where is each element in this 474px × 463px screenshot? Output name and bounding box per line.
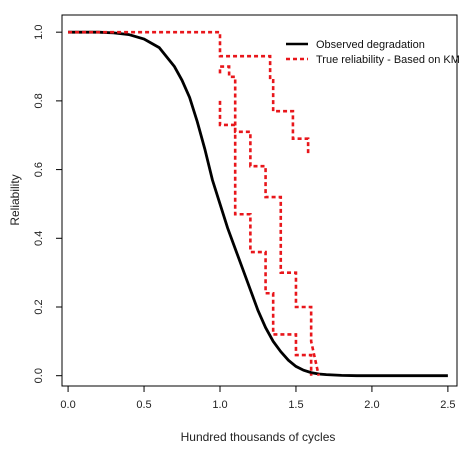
- y-tick-label: 0.2: [33, 299, 45, 314]
- y-axis-title: Reliability: [8, 174, 22, 225]
- x-tick-label: 0.5: [136, 399, 151, 411]
- y-axis: 0.0 0.2 0.4 0.6 0.8 1.0: [33, 25, 62, 383]
- x-tick-label: 1.5: [288, 399, 303, 411]
- x-tick-label: 2.5: [440, 399, 455, 411]
- y-tick-label: 0.8: [33, 93, 45, 108]
- y-tick-label: 0.4: [33, 231, 45, 246]
- x-tick-label: 2.0: [364, 399, 379, 411]
- y-tick-label: 0.6: [33, 162, 45, 177]
- km-reliability-line-1: [68, 30, 310, 156]
- legend: Observed degradation True reliability - …: [286, 39, 460, 66]
- legend-label-km: True reliability - Based on KM: [316, 54, 460, 66]
- y-tick-label: 0.0: [33, 368, 45, 383]
- x-tick-label: 0.0: [60, 399, 75, 411]
- km-reliability-line-3: [218, 100, 313, 376]
- observed-degradation-line: [68, 30, 448, 378]
- x-axis: 0.0 0.5 1.0 1.5 2.0 2.5: [60, 386, 456, 411]
- legend-label-observed: Observed degradation: [316, 39, 425, 51]
- series-layer: [68, 30, 448, 378]
- km-reliability-line-2: [218, 65, 321, 376]
- x-axis-title: Hundred thousands of cycles: [181, 430, 336, 444]
- plot-frame: [61, 14, 458, 387]
- x-tick-label: 1.0: [212, 399, 227, 411]
- y-tick-label: 1.0: [33, 25, 45, 40]
